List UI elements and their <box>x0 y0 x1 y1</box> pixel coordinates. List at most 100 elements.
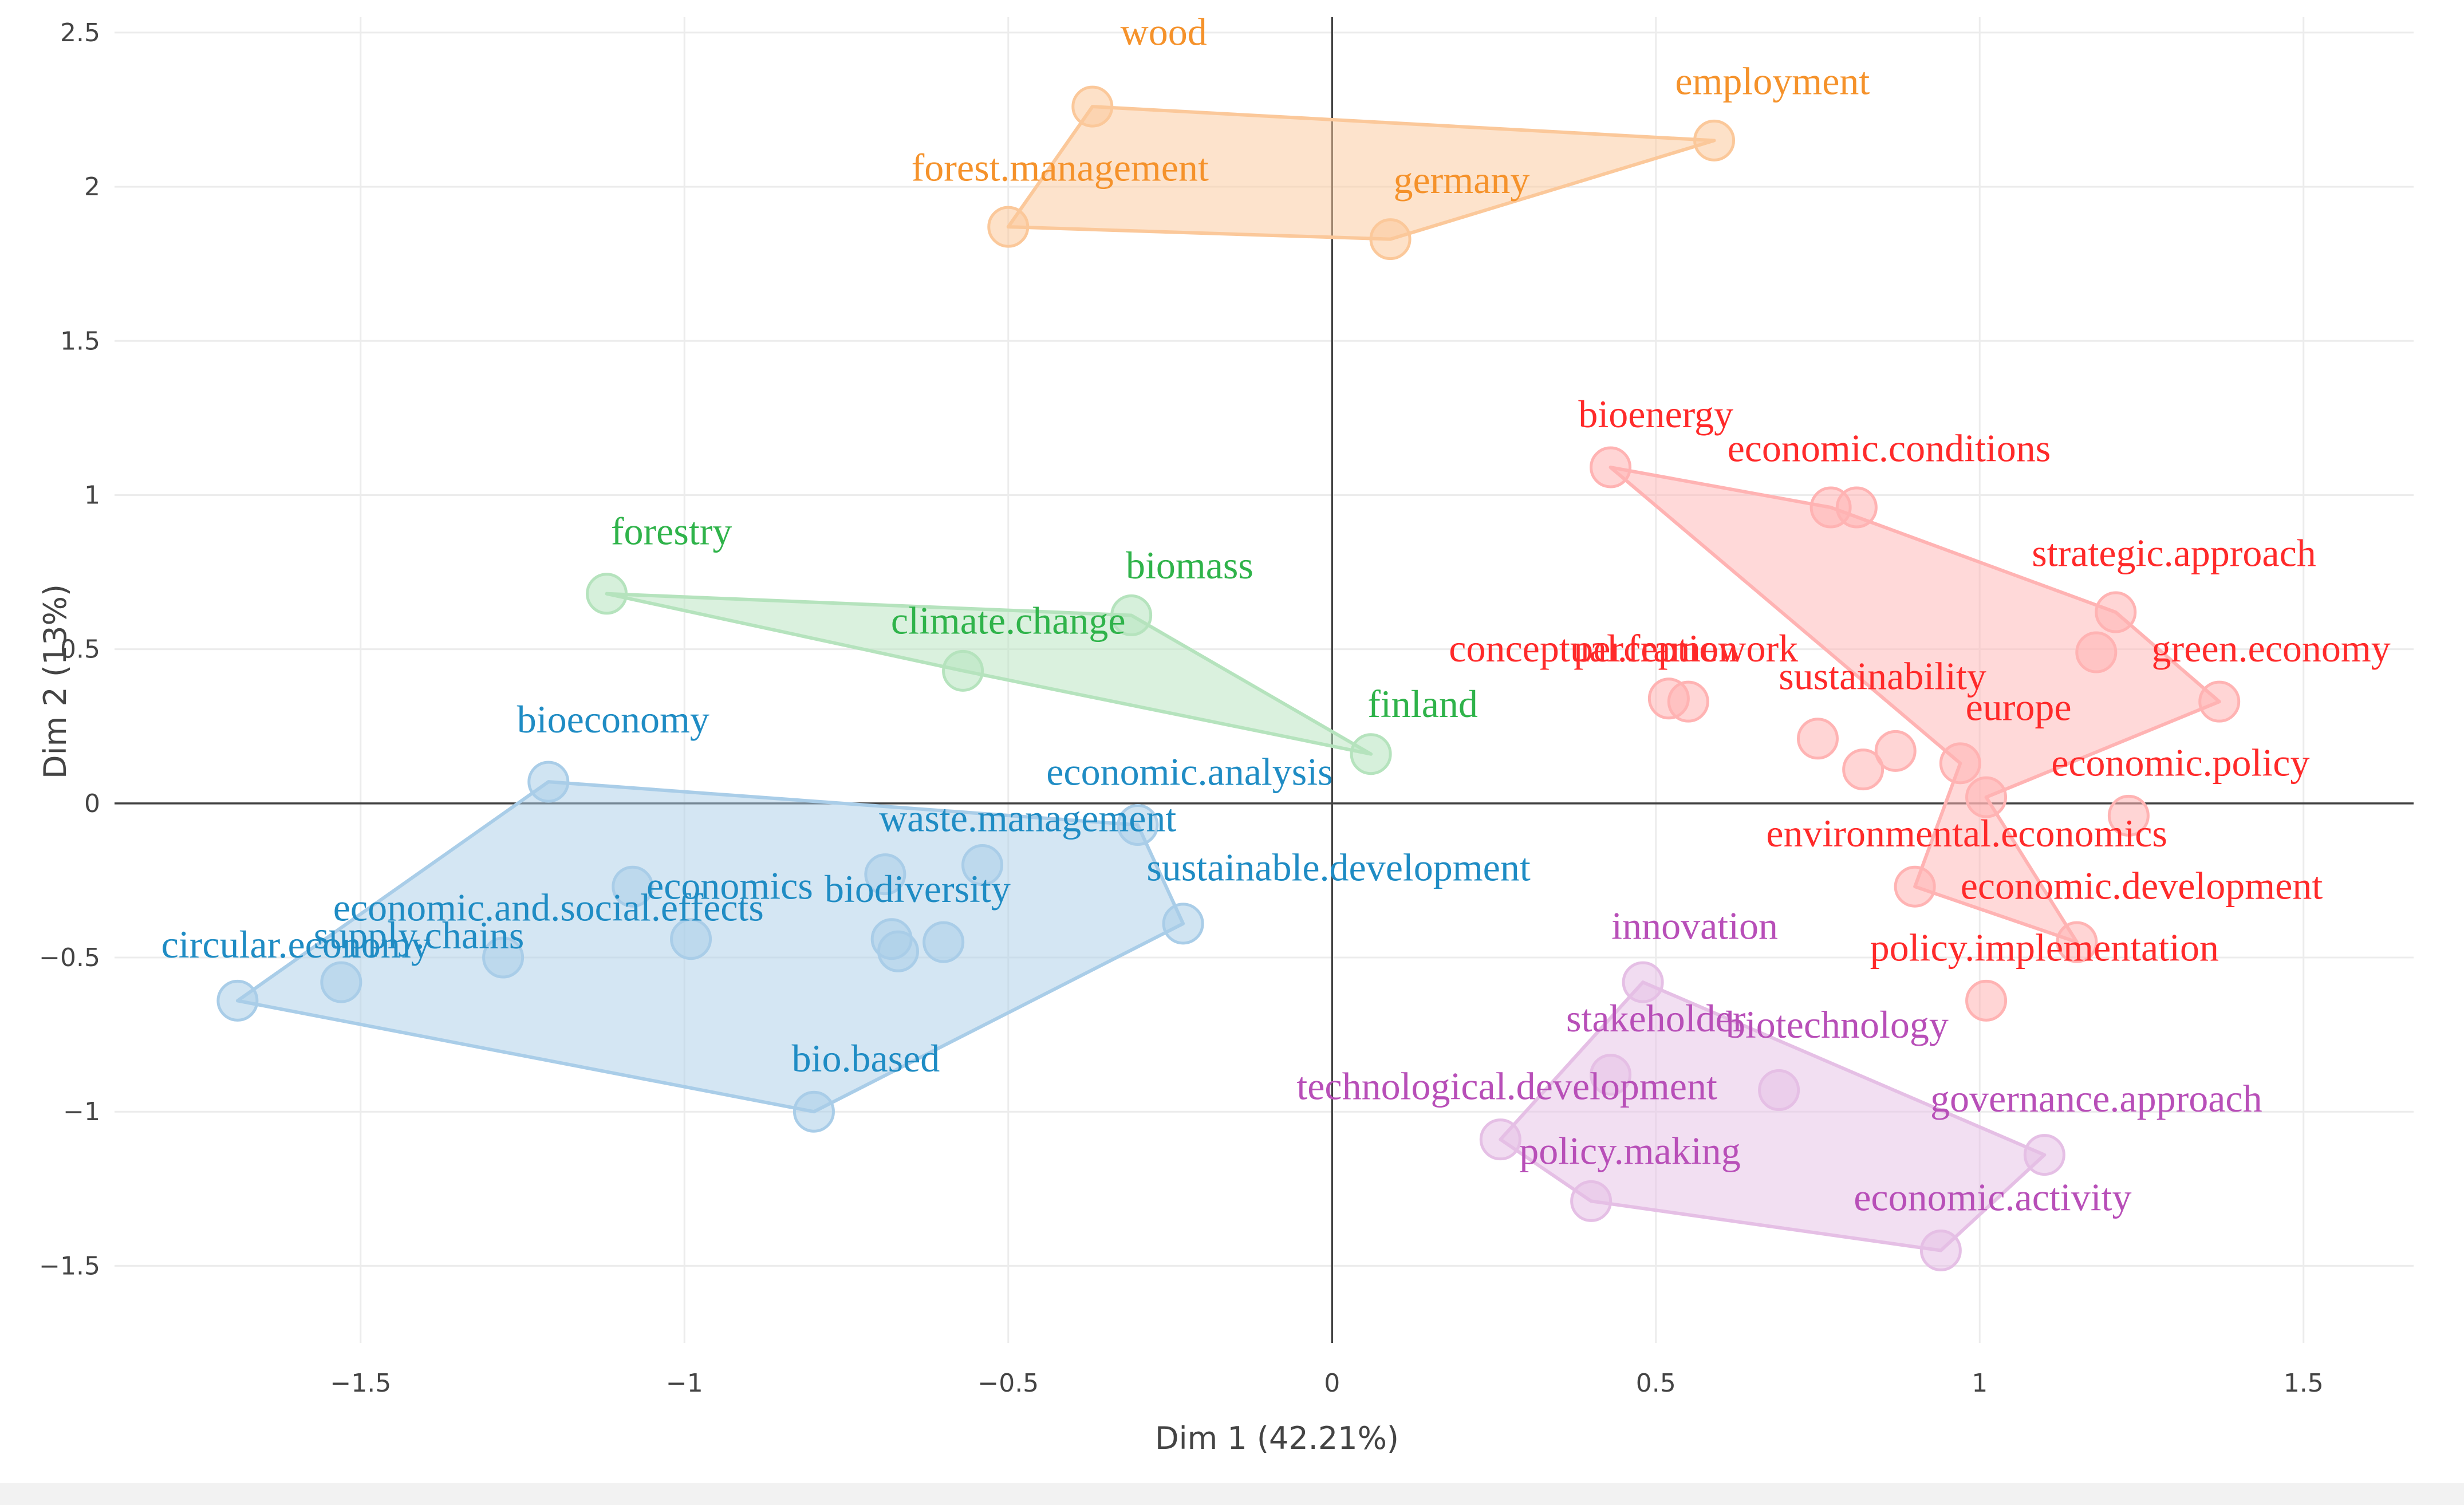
point-bioenergy <box>1590 446 1632 488</box>
point-policy-making <box>1570 1180 1613 1222</box>
label-germany: germany <box>1393 158 1529 202</box>
label-wood: wood <box>1121 10 1207 53</box>
point-biodiversity <box>864 853 906 896</box>
y-tick-label: −1 <box>63 1097 100 1126</box>
point-forestry <box>586 573 628 615</box>
label-circular-economy: circular.economy <box>161 923 431 966</box>
point-sustainability <box>1796 718 1839 760</box>
point-green-economy_b <box>2075 631 2118 673</box>
point-biotechnology <box>1758 1069 1800 1112</box>
label-technological-development: technological.development <box>1296 1065 1717 1108</box>
x-tick-label: 1 <box>1972 1369 1988 1398</box>
point-biodiversity_c <box>877 930 919 972</box>
point-labels: wood employment forest.management germany bi… <box>161 10 2391 1219</box>
label-perception: perception <box>1574 627 1738 670</box>
label-sustainability: sustainability <box>1779 655 1986 698</box>
label-sustainable-development: sustainable.development <box>1146 845 1530 889</box>
label-employment: employment <box>1675 60 1870 103</box>
point-economic-development <box>1894 865 1936 908</box>
point-circular-economy_b <box>320 961 362 1003</box>
point-supply-chains <box>482 936 525 979</box>
label-economic-and-social-effects: economic.and.social.effects <box>333 885 764 929</box>
point-economic-and-social-effects <box>670 918 712 960</box>
label-bioeconomy: bioeconomy <box>517 698 709 741</box>
y-tick-label: 0.5 <box>60 635 100 664</box>
point-policy-implementation_b <box>1965 979 2008 1022</box>
point-environmental-economics <box>2107 794 2150 837</box>
y-axis-title: Dim 2 (13%) <box>37 584 73 779</box>
label-strategic-approach: strategic.approach <box>2032 531 2316 574</box>
label-bio-based: bio.based <box>792 1037 940 1080</box>
point-economic-conditions_b <box>1835 486 1878 529</box>
y-tick-label: 1 <box>84 480 100 510</box>
label-conceptual-framework: conceptual.framework <box>1449 627 1798 670</box>
label-environmental-economics: environmental.economics <box>1766 811 2167 855</box>
y-tick-label: −1.5 <box>39 1251 100 1281</box>
label-forest-management: forest.management <box>912 145 1209 189</box>
point-economic-policy <box>1965 776 2008 818</box>
label-climate-change: climate.change <box>891 599 1126 643</box>
label-innovation: innovation <box>1611 904 1778 948</box>
point-technological-development <box>1479 1118 1521 1161</box>
x-tick-label: −1 <box>666 1369 703 1398</box>
point-europe <box>1939 742 1981 785</box>
point-circular-economy <box>216 979 259 1022</box>
label-waste-management: waste.management <box>879 796 1176 840</box>
label-governance-approach: governance.approach <box>1930 1077 2262 1120</box>
cluster-hull-4 <box>1499 980 2047 1252</box>
label-biomass: biomass <box>1126 543 1253 587</box>
label-finland: finland <box>1367 682 1478 726</box>
point-bioeconomy <box>527 761 570 803</box>
label-supply-chains: supply.chains <box>314 913 525 957</box>
y-tick-label: 2 <box>84 172 100 202</box>
label-biotechnology: biotechnology <box>1726 1003 1949 1046</box>
point-germany <box>1369 218 1412 261</box>
y-tick-label: −0.5 <box>39 943 100 972</box>
label-europe: europe <box>1966 685 2072 728</box>
point-strategic-approach <box>2095 591 2137 633</box>
x-axis-title: Dim 1 (42.21%) <box>1155 1420 1399 1456</box>
point-policy-implementation <box>2056 921 2098 963</box>
label-biodiversity: biodiversity <box>825 867 1011 911</box>
point-stakeholder <box>1590 1054 1632 1096</box>
label-economics: economics <box>646 864 813 908</box>
cluster-hulls <box>235 105 2221 1252</box>
axis-ticks: −1.5 −1 −0.5 0 0.5 1 1.5 −1.5 −1 −0.5 0 0.5 1 1.5 2 2.5 <box>39 18 2324 1398</box>
y-tick-label: 0 <box>84 789 100 818</box>
point-perception <box>1667 680 1709 723</box>
point-governance-approach <box>2023 1134 2065 1176</box>
point-green-economy <box>2198 680 2241 723</box>
x-tick-label: −0.5 <box>977 1369 1039 1398</box>
point-biodiversity_d <box>922 921 965 963</box>
cluster-hull-3 <box>235 780 1185 1114</box>
point-sustainable-development <box>1162 903 1204 945</box>
y-tick-label: 1.5 <box>60 326 100 356</box>
point-waste-management <box>961 844 1004 887</box>
label-economic-development: economic.development <box>1961 864 2323 908</box>
point-innovation <box>1622 961 1664 1003</box>
label-policy-implementation: policy.implementation <box>1870 925 2219 969</box>
label-bioenergy: bioenergy <box>1578 392 1733 436</box>
label-forestry: forestry <box>611 510 732 553</box>
point-sustainability_c <box>1874 730 1917 772</box>
data-points <box>216 85 2241 1271</box>
point-employment <box>1693 119 1736 161</box>
x-tick-label: 0.5 <box>1636 1369 1676 1398</box>
point-bio-based <box>793 1090 835 1133</box>
x-tick-label: −1.5 <box>330 1369 391 1398</box>
y-tick-label: 2.5 <box>60 18 100 48</box>
point-wood <box>1071 85 1114 128</box>
label-stakeholder: stakeholder <box>1566 996 1746 1040</box>
label-policy-making: policy.making <box>1519 1129 1741 1173</box>
point-sustainability_b <box>1842 748 1885 791</box>
label-economic-policy: economic.policy <box>2051 740 2309 784</box>
point-biomass <box>1110 594 1153 636</box>
label-green-economy: green.economy <box>2152 627 2391 670</box>
label-economic-activity: economic.activity <box>1854 1176 2131 1219</box>
bottom-footer-bar <box>0 1483 2464 1505</box>
point-forest-management <box>987 206 1030 248</box>
point-finland <box>1350 733 1392 775</box>
label-economic-analysis: economic.analysis <box>1046 750 1332 794</box>
x-tick-label: 1.5 <box>2284 1369 2324 1398</box>
